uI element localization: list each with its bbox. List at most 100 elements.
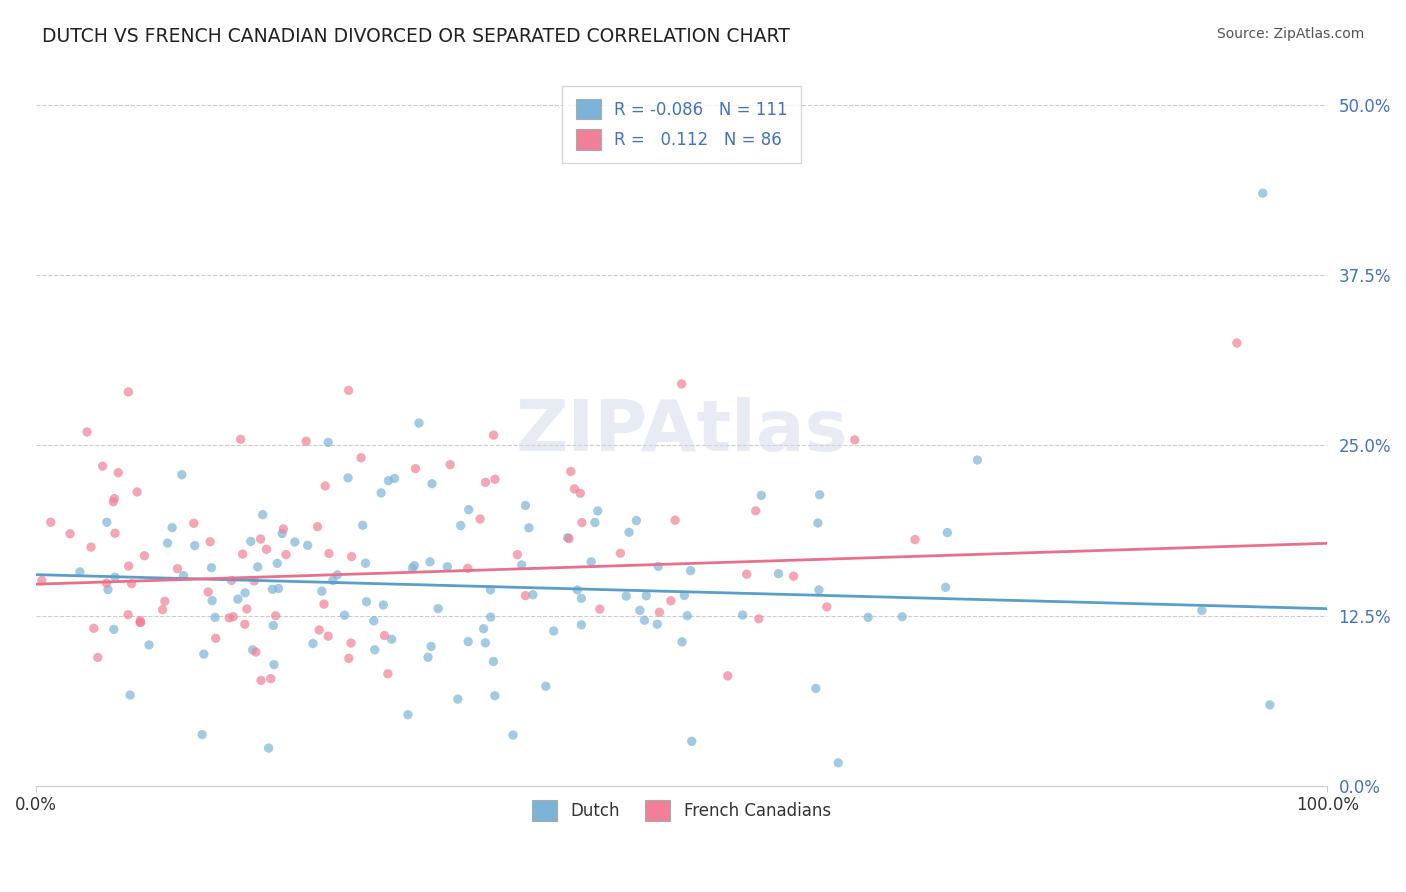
Point [273,522,295,536]
Point [274,548,297,562]
Point [104,526,127,541]
Point [844,433,866,447]
Point [373,598,395,612]
Point [200,560,222,574]
Point [333,608,356,623]
Point [107,466,129,480]
Point [243,574,266,588]
Point [307,519,329,533]
Point [408,416,430,430]
Point [96,516,118,530]
Point [221,574,243,588]
Point [103,495,125,509]
Point [229,433,252,447]
Point [447,692,470,706]
Point [233,617,256,632]
Point [484,689,506,703]
Point [664,513,686,527]
Point [633,613,655,627]
Point [352,518,374,533]
Point [97,582,120,597]
Point [91,459,114,474]
Point [103,623,125,637]
Point [302,636,325,650]
Point [254,542,277,557]
Point [384,471,406,485]
Text: DUTCH VS FRENCH CANADIAN DIVORCED OR SEPARATED CORRELATION CHART: DUTCH VS FRENCH CANADIAN DIVORCED OR SEP… [42,27,790,45]
Point [197,585,219,599]
Point [396,707,419,722]
Point [966,453,988,467]
Point [567,582,589,597]
Point [671,635,693,649]
Point [246,559,269,574]
Point [201,593,224,607]
Point [517,521,540,535]
Point [735,567,758,582]
Point [807,516,830,530]
Point [226,592,249,607]
Point [457,634,479,648]
Point [808,488,831,502]
Point [827,756,849,770]
Point [856,610,879,624]
Point [314,479,336,493]
Point [156,536,179,550]
Point [647,559,669,574]
Point [807,582,830,597]
Point [782,569,804,583]
Point [193,647,215,661]
Point [609,546,631,560]
Point [356,595,378,609]
Point [749,488,772,502]
Point [427,601,450,615]
Point [815,599,838,614]
Point [59,526,82,541]
Point [271,526,294,541]
Point [571,591,593,606]
Point [252,508,274,522]
Point [120,688,142,702]
Text: Source: ZipAtlas.com: Source: ZipAtlas.com [1216,27,1364,41]
Point [129,615,152,630]
Point [363,614,385,628]
Point [436,559,458,574]
Point [297,538,319,552]
Point [510,558,533,572]
Point [1191,603,1213,617]
Point [316,629,339,643]
Point [502,728,524,742]
Point [340,549,363,564]
Point [614,589,637,603]
Point [370,486,392,500]
Point [450,518,472,533]
Point [153,594,176,608]
Point [239,534,262,549]
Point [267,582,290,596]
Point [31,574,53,588]
Point [579,555,602,569]
Point [484,472,506,486]
Point [419,555,441,569]
Point [457,561,479,575]
Point [645,617,668,632]
Point [316,435,339,450]
Point [312,597,335,611]
Point [245,645,267,659]
Point [748,612,770,626]
Point [373,628,395,642]
Point [262,618,284,632]
Point [76,425,98,439]
Point [474,475,496,490]
Point [515,499,537,513]
Point [83,621,105,635]
Point [681,734,703,748]
Point [731,607,754,622]
Point [257,741,280,756]
Point [326,567,349,582]
Point [232,547,254,561]
Point [138,638,160,652]
Point [717,669,740,683]
Point [249,532,271,546]
Point [506,548,529,562]
